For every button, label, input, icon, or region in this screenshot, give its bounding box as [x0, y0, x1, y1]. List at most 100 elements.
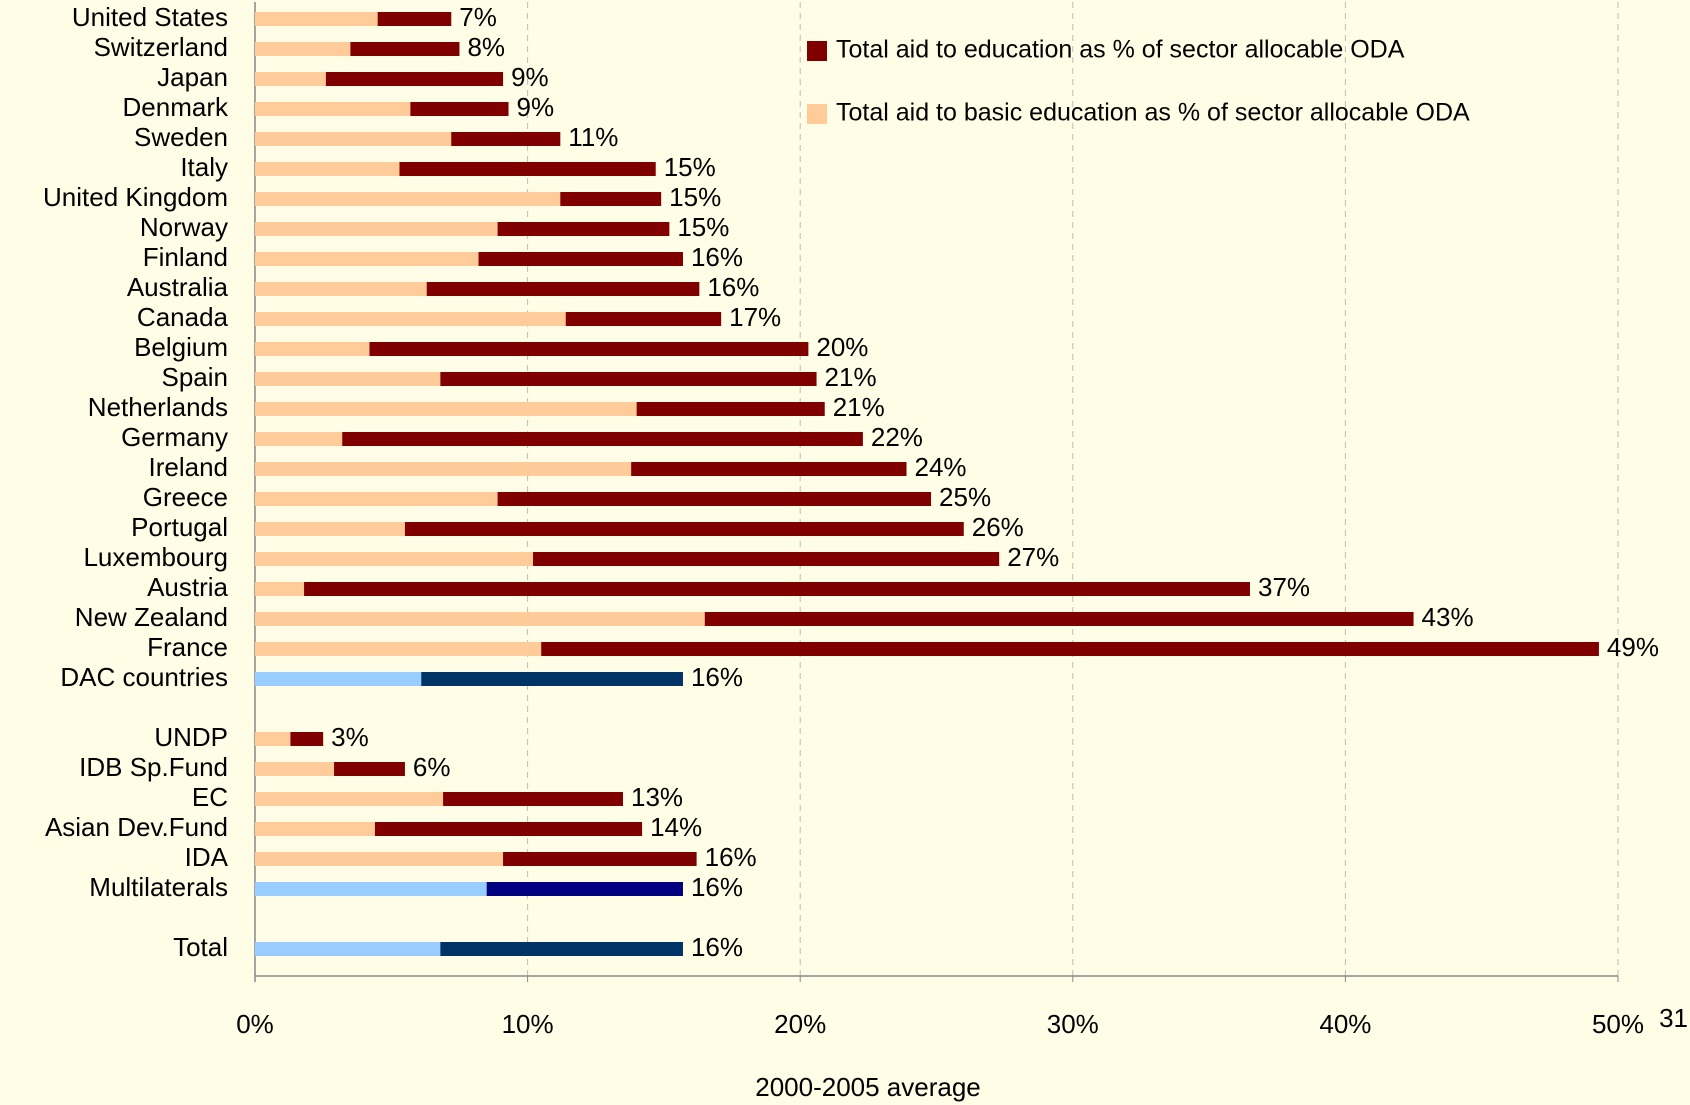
- bar: [255, 792, 444, 806]
- data-label: 26%: [972, 512, 1024, 542]
- x-tick-label: 40%: [1319, 1009, 1371, 1039]
- bar: [255, 12, 378, 26]
- bar: [255, 162, 400, 176]
- bar: [255, 432, 863, 446]
- bar: [255, 552, 534, 566]
- legend-label: Total aid to education as % of sector al…: [836, 36, 1405, 64]
- data-label: 27%: [1007, 542, 1059, 572]
- bar: [255, 822, 375, 836]
- bar: [255, 402, 637, 416]
- legend-label: Total aid to basic education as % of sec…: [836, 99, 1470, 127]
- data-label: 15%: [677, 212, 729, 242]
- bar: [255, 342, 370, 356]
- y-tick-label: Spain: [162, 362, 229, 392]
- y-tick-label: United Kingdom: [43, 182, 228, 212]
- bar: [255, 762, 335, 776]
- y-tick-label: France: [147, 632, 228, 662]
- bar: [255, 582, 305, 596]
- y-tick-label: IDA: [185, 842, 229, 872]
- y-tick-label: Denmark: [123, 92, 229, 122]
- data-label: 11%: [568, 122, 618, 152]
- data-label: 6%: [413, 752, 451, 782]
- y-tick-label: Italy: [180, 152, 228, 182]
- bar: [255, 492, 498, 506]
- y-tick-label: Germany: [121, 422, 228, 452]
- bar: [255, 312, 566, 326]
- x-axis-label: 2000-2005 average: [755, 1072, 981, 1102]
- data-label: 16%: [691, 662, 743, 692]
- x-tick-label: 10%: [502, 1009, 554, 1039]
- bar: [255, 642, 542, 656]
- legend-swatch: [807, 41, 827, 61]
- bar: [255, 642, 1599, 656]
- data-label: 14%: [650, 812, 702, 842]
- bar: [255, 882, 487, 896]
- x-tick-label: 50%: [1592, 1009, 1644, 1039]
- bar: [255, 192, 561, 206]
- y-tick-label: Japan: [157, 62, 228, 92]
- bar: [255, 732, 291, 746]
- bar: [255, 102, 411, 116]
- data-label: 17%: [729, 302, 781, 332]
- y-tick-label: Australia: [127, 272, 229, 302]
- y-tick-label: Greece: [143, 482, 228, 512]
- bar: [255, 282, 427, 296]
- data-label: 49%: [1607, 632, 1659, 662]
- data-label: 9%: [517, 92, 555, 122]
- data-label: 16%: [707, 272, 759, 302]
- bar: [255, 432, 343, 446]
- bar: [255, 252, 479, 266]
- y-tick-label: UNDP: [154, 722, 228, 752]
- bar: [255, 372, 441, 386]
- y-tick-label: IDB Sp.Fund: [79, 752, 228, 782]
- data-label: 25%: [939, 482, 991, 512]
- data-label: 8%: [467, 32, 505, 62]
- data-label: 15%: [669, 182, 721, 212]
- data-label: 7%: [459, 2, 497, 32]
- y-tick-label: New Zealand: [75, 602, 228, 632]
- bar: [255, 132, 452, 146]
- x-tick-label: 20%: [774, 1009, 826, 1039]
- x-tick-label: 30%: [1047, 1009, 1099, 1039]
- bar: [255, 342, 809, 356]
- data-label: 16%: [691, 872, 743, 902]
- y-tick-label: Austria: [147, 572, 228, 602]
- data-label: 24%: [915, 452, 967, 482]
- data-label: 43%: [1422, 602, 1474, 632]
- data-label: 20%: [816, 332, 868, 362]
- data-label: 13%: [631, 782, 683, 812]
- bar: [255, 672, 422, 686]
- bar: [255, 612, 705, 626]
- page-number: 31: [1659, 1003, 1688, 1033]
- y-tick-label: Ireland: [149, 452, 229, 482]
- bar: [255, 42, 351, 56]
- bar: [255, 522, 405, 536]
- y-tick-label: Finland: [143, 242, 228, 272]
- data-label: 22%: [871, 422, 923, 452]
- legend-swatch: [807, 104, 827, 124]
- bar: [255, 522, 964, 536]
- bar: [255, 72, 326, 86]
- data-label: 15%: [664, 152, 716, 182]
- y-tick-label: Belgium: [134, 332, 228, 362]
- data-label: 21%: [833, 392, 885, 422]
- data-label: 16%: [691, 932, 743, 962]
- bar: [255, 222, 498, 236]
- y-tick-label: DAC countries: [60, 662, 228, 692]
- bar: [255, 942, 441, 956]
- y-tick-label: Multilaterals: [89, 872, 228, 902]
- y-tick-label: Switzerland: [94, 32, 228, 62]
- bar: [255, 582, 1250, 596]
- y-tick-label: Netherlands: [88, 392, 228, 422]
- y-tick-label: Portugal: [131, 512, 228, 542]
- y-tick-label: Luxembourg: [83, 542, 228, 572]
- y-tick-label: Asian Dev.Fund: [45, 812, 228, 842]
- y-tick-label: EC: [192, 782, 228, 812]
- y-tick-label: Total: [173, 932, 228, 962]
- y-tick-label: United States: [72, 2, 228, 32]
- y-tick-label: Sweden: [134, 122, 228, 152]
- bar: [255, 462, 632, 476]
- data-label: 21%: [825, 362, 877, 392]
- data-label: 37%: [1258, 572, 1310, 602]
